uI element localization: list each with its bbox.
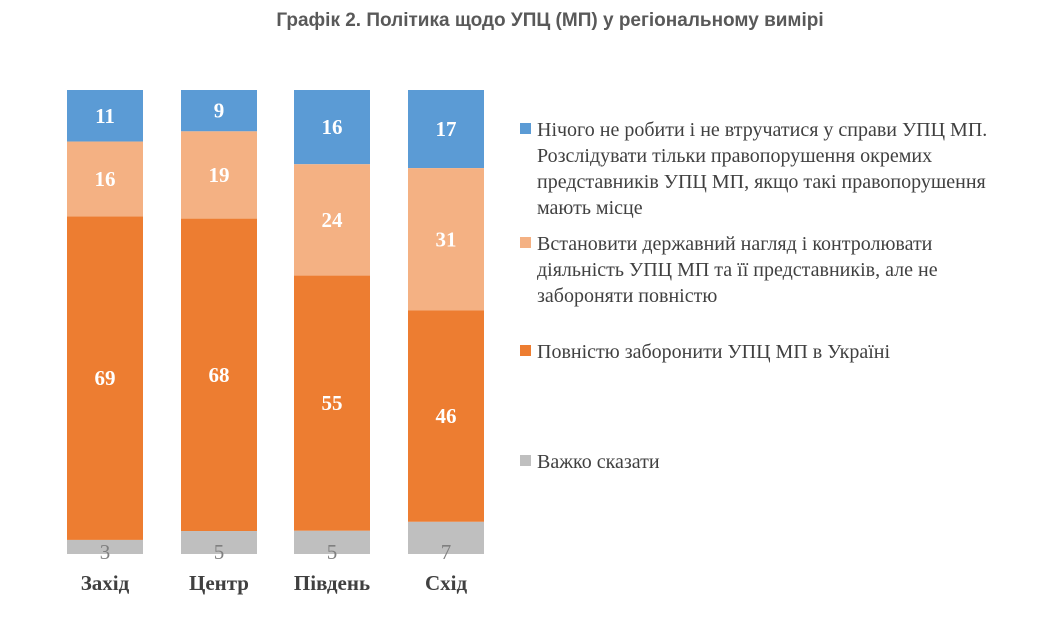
data-label: 24 [322,208,344,232]
legend-item: Нічого не робити і не втручатися у справ… [520,117,990,221]
data-label: 17 [436,117,457,141]
legend-swatch [520,237,531,248]
data-label: 7 [441,540,452,564]
data-label: 19 [209,163,230,187]
category-label: Центр [189,571,249,595]
bar-segment [67,539,143,554]
data-label: 69 [95,366,116,390]
bar-segment [67,90,143,142]
bar-segment [67,216,143,540]
bar-segment [181,90,257,132]
legend-item: Важко сказати [520,449,990,475]
category-label: Захід [81,571,130,595]
bar-segment [294,90,370,165]
legend-label: Нічого не робити і не втручатися у справ… [537,119,988,219]
legend-label: Повністю заборонити УПЦ МП в Україні [537,341,891,363]
data-label: 46 [436,404,457,428]
legend-item: Встановити державний нагляд і контролюва… [520,231,990,309]
bar-segment [294,275,370,531]
category-label: Схід [425,571,468,595]
data-label: 3 [100,540,111,564]
bar-segment [181,531,257,554]
legend-label: Важко сказати [537,451,660,473]
bar-segment [408,90,484,169]
category-label: Південь [294,571,370,595]
legend-swatch [520,123,531,134]
data-label: 9 [214,99,225,123]
data-label: 5 [327,540,338,564]
bar-segment [408,310,484,522]
legend-label: Встановити державний нагляд і контролюва… [537,233,938,307]
data-label: 5 [214,540,225,564]
data-label: 68 [209,363,230,387]
bar-segment [181,218,257,532]
bar-segment [181,131,257,219]
data-label: 31 [436,227,457,251]
bar-segment [408,168,484,311]
data-label: 55 [322,391,343,415]
legend-swatch [520,345,531,356]
data-label: 16 [322,115,343,139]
bar-segment [408,521,484,554]
bar-segment [67,141,143,217]
chart-title: Графік 2. Політика щодо УПЦ (МП) у регіо… [276,10,824,31]
data-label: 11 [95,104,115,128]
legend-item: Повністю заборонити УПЦ МП в Україні [520,339,990,365]
bar-segment [294,164,370,276]
data-label: 16 [95,167,116,191]
legend-swatch [520,455,531,466]
bar-segment [294,530,370,554]
